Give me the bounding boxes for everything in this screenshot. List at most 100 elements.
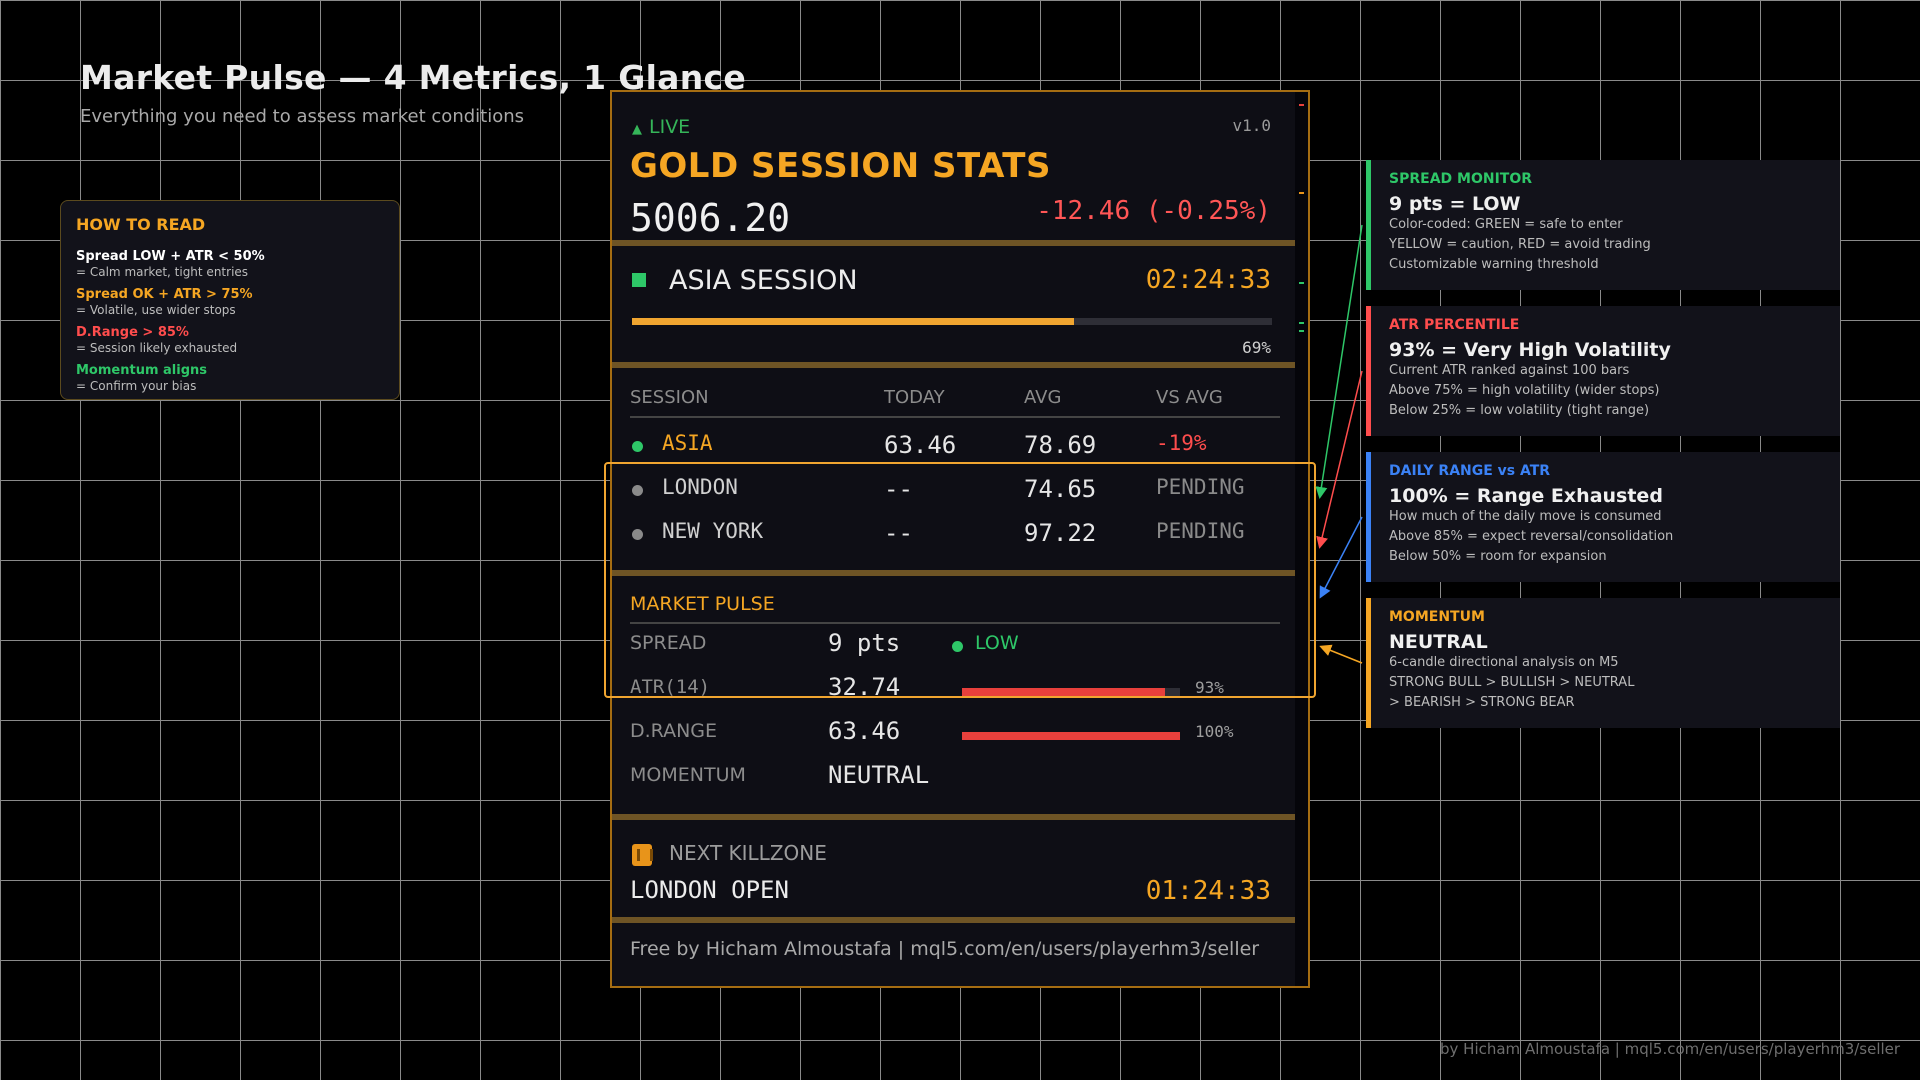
killzone-timer: 01:24:33	[1145, 876, 1271, 906]
card-headline: 100% = Range Exhausted	[1389, 485, 1663, 507]
atr-percentile-label: 93%	[1195, 678, 1224, 697]
drange-bar	[962, 732, 1180, 740]
how-to-read-box: HOW TO READ Spread LOW + ATR < 50% = Cal…	[60, 200, 400, 400]
column-header-today: TODAY	[884, 387, 945, 408]
session-dot	[632, 441, 643, 452]
section-divider	[612, 917, 1297, 923]
price-change: -12.46 (-0.25%)	[1036, 196, 1271, 226]
scroll-marker	[1299, 192, 1304, 194]
rule-description: = Session likely exhausted	[76, 341, 238, 355]
atr-percentile-card: ATR PERCENTILE 93% = Very High Volatilit…	[1366, 306, 1840, 436]
drange-value: 63.46	[828, 717, 901, 745]
drange-percent-label: 100%	[1195, 722, 1234, 741]
card-line: STRONG BULL > BULLISH > NEUTRAL	[1389, 675, 1635, 690]
vs-avg-cell: PENDING	[1156, 519, 1245, 543]
killzone-label: NEXT KILLZONE	[669, 841, 827, 865]
card-line: Below 50% = room for expansion	[1389, 549, 1607, 564]
rule-text: Spread LOW + ATR < 50%	[76, 249, 265, 264]
card-title: MOMENTUM	[1389, 609, 1485, 625]
card-line: Customizable warning threshold	[1389, 257, 1599, 272]
drange-connector	[1319, 516, 1363, 599]
session-timer: 02:24:33	[1145, 265, 1271, 295]
live-label: LIVE	[649, 116, 691, 138]
spread-monitor-card: SPREAD MONITOR 9 pts = LOW Color-coded: …	[1366, 160, 1840, 290]
spread-status-dot	[952, 641, 963, 652]
atr-label: ATR(14)	[630, 676, 711, 698]
session-status-square	[632, 273, 646, 287]
rule-text: Spread OK + ATR > 75%	[76, 287, 253, 302]
avg-cell: 78.69	[1024, 431, 1097, 459]
session-cell: ASIA	[662, 431, 713, 455]
atr-percentile-fill	[962, 688, 1165, 696]
card-line: How much of the daily move is consumed	[1389, 509, 1662, 524]
scroll-marker	[1299, 282, 1304, 284]
avg-cell: 97.22	[1024, 519, 1097, 547]
today-cell: --	[884, 519, 913, 547]
chart-icon: ▲	[632, 122, 642, 137]
version-label: v1.0	[1232, 116, 1271, 135]
panel-scrollbar[interactable]	[1295, 92, 1308, 986]
today-cell: 63.46	[884, 431, 957, 459]
spread-value: 9 pts	[828, 629, 901, 657]
momentum-card: MOMENTUM NEUTRAL 6-candle directional an…	[1366, 598, 1840, 728]
card-line: YELLOW = caution, RED = avoid trading	[1389, 237, 1651, 252]
session-cell: NEW YORK	[662, 519, 764, 543]
panel-title: GOLD SESSION STATS	[630, 146, 1051, 186]
card-line: Above 85% = expect reversal/consolidatio…	[1389, 529, 1674, 544]
drange-label: D.RANGE	[630, 720, 718, 742]
today-cell: --	[884, 475, 913, 503]
daily-range-card: DAILY RANGE vs ATR 100% = Range Exhauste…	[1366, 452, 1840, 582]
section-divider	[612, 570, 1297, 576]
panel-footer-credit: Free by Hicham Almoustafa | mql5.com/en/…	[630, 938, 1260, 960]
card-title: DAILY RANGE vs ATR	[1389, 463, 1551, 479]
session-progress-bar	[632, 318, 1272, 325]
column-header-vs-avg: VS AVG	[1156, 387, 1223, 408]
rule-description: = Volatile, use wider stops	[76, 303, 236, 317]
price-value: 5006.20	[630, 196, 791, 240]
gold-session-panel: ▲ LIVE v1.0 GOLD SESSION STATS 5006.20 -1…	[610, 90, 1310, 988]
card-line: 6-candle directional analysis on M5	[1389, 655, 1619, 670]
session-cell: LONDON	[662, 475, 738, 499]
session-name: ASIA SESSION	[669, 265, 858, 296]
card-headline: 93% = Very High Volatility	[1389, 339, 1671, 361]
rule-description: = Calm market, tight entries	[76, 265, 249, 279]
scroll-marker	[1299, 322, 1304, 324]
session-progress-fill	[632, 318, 1074, 325]
column-header-session: SESSION	[630, 387, 709, 408]
section-divider	[612, 814, 1297, 820]
momentum-label: MOMENTUM	[630, 764, 746, 786]
spread-label: SPREAD	[630, 632, 707, 654]
card-line: Current ATR ranked against 100 bars	[1389, 363, 1630, 378]
atr-percentile-bar	[962, 688, 1180, 696]
table-header-rule	[630, 416, 1280, 418]
card-title: SPREAD MONITOR	[1389, 171, 1533, 187]
card-line: Above 75% = high volatility (wider stops…	[1389, 383, 1660, 398]
session-dot	[632, 529, 643, 540]
momentum-connector	[1319, 644, 1363, 664]
drange-fill	[962, 732, 1180, 740]
market-pulse-title: MARKET PULSE	[630, 593, 775, 615]
spread-state: LOW	[975, 632, 1019, 654]
scroll-marker	[1299, 104, 1304, 106]
vs-avg-cell: -19%	[1156, 431, 1207, 455]
killzone-name: LONDON OPEN	[630, 876, 789, 904]
card-line: Color-coded: GREEN = safe to enter	[1389, 217, 1623, 232]
market-pulse-rule	[630, 622, 1280, 624]
atr-connector	[1316, 370, 1363, 549]
vs-avg-cell: PENDING	[1156, 475, 1245, 499]
section-divider	[612, 240, 1297, 246]
rule-text: D.Range > 85%	[76, 325, 189, 340]
card-headline: 9 pts = LOW	[1389, 193, 1521, 215]
card-line: Below 25% = low volatility (tight range)	[1389, 403, 1650, 418]
session-progress-label: 69%	[1242, 338, 1271, 357]
momentum-value: NEUTRAL	[828, 761, 930, 789]
rule-text: Momentum aligns	[76, 363, 208, 378]
avg-cell: 74.65	[1024, 475, 1097, 503]
scroll-marker	[1299, 330, 1304, 332]
table-row: NEW YORK -- 97.22 PENDING	[612, 517, 1297, 557]
rule-description: = Confirm your bias	[76, 379, 197, 393]
page-credit: by Hicham Almoustafa | mql5.com/en/users…	[1440, 1040, 1901, 1058]
card-title: ATR PERCENTILE	[1389, 317, 1520, 333]
card-line: > BEARISH > STRONG BEAR	[1389, 695, 1575, 710]
